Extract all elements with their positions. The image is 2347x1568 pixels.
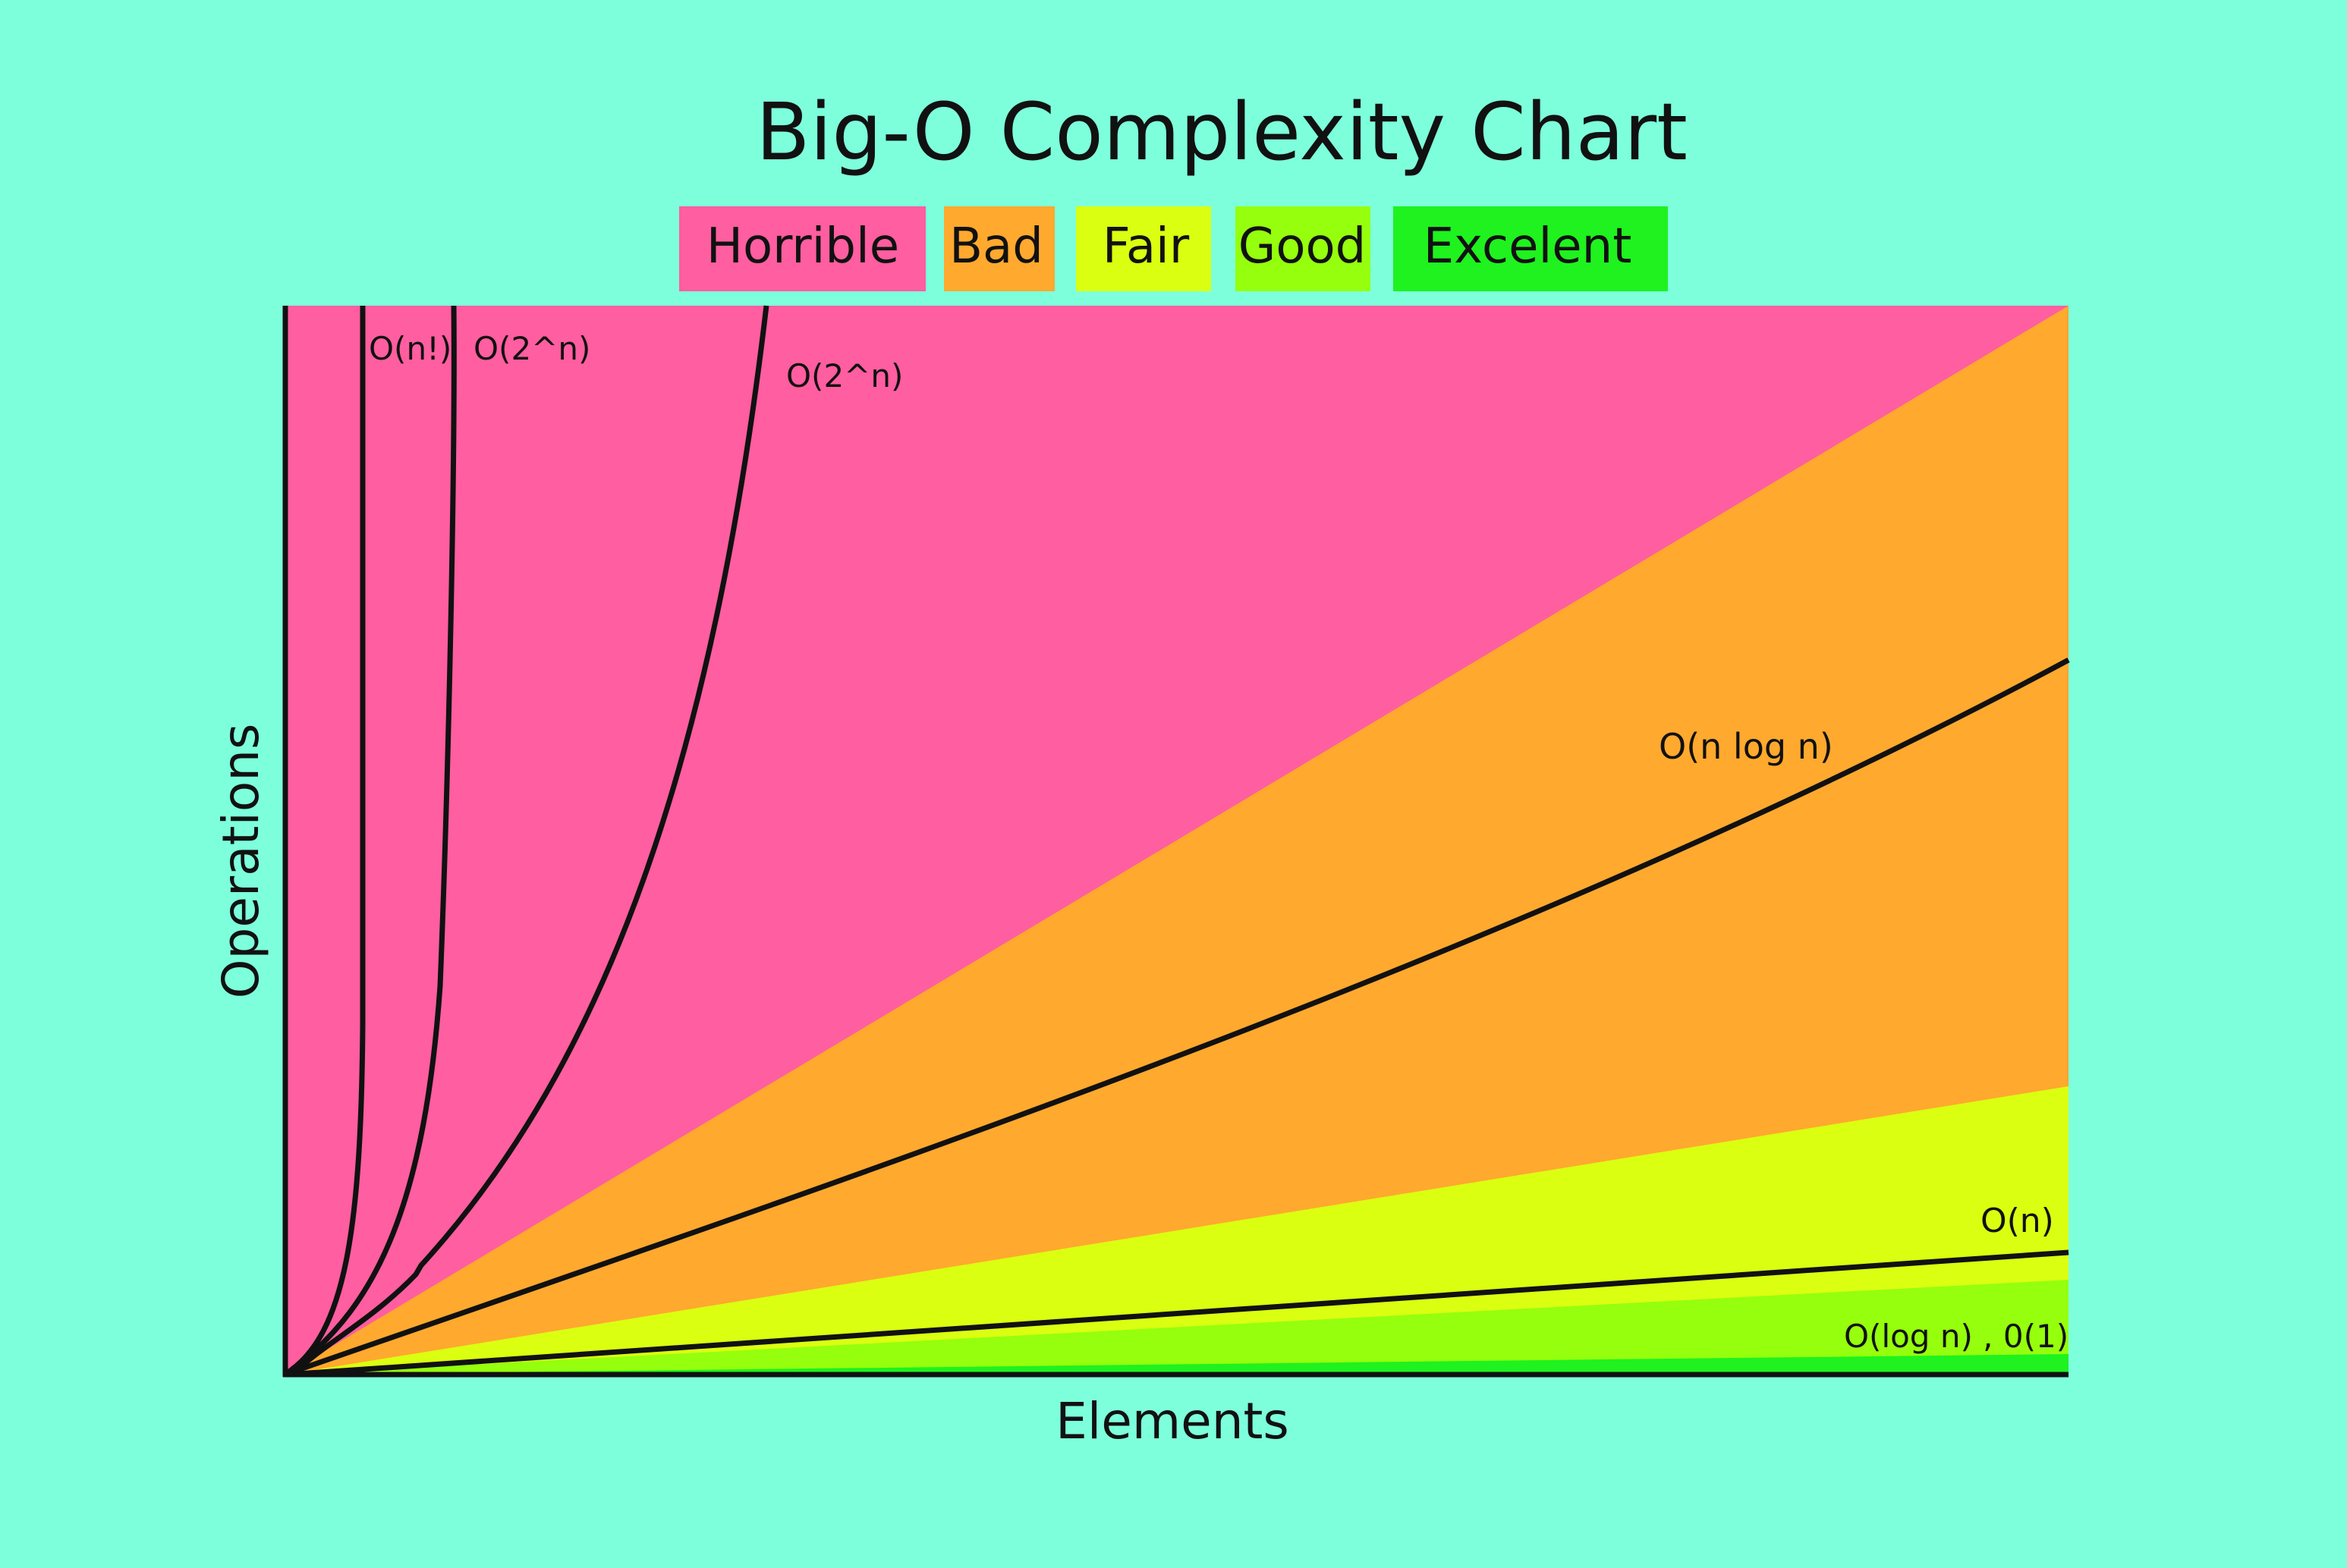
complexity-curves [285,305,2070,1378]
curve-exponential-steep [290,305,457,1372]
x-axis-label: Elements [1056,1392,1289,1450]
legend-label-horrible: Horrible [706,218,899,275]
legend-label-good: Good [1238,218,1367,275]
legend: Horrible Bad Fair Good Excelent [679,206,1668,291]
legend-label-bad: Bad [949,218,1043,275]
label-o-2-n-first: O(2^n) [473,330,590,367]
complexity-bands [285,306,2069,1375]
curve-exponential [295,305,769,1372]
legend-swatch-fair [1076,206,1211,291]
curve-linear [286,1249,2069,1378]
legend-swatch-horrible [679,206,926,291]
chart-title: Big-O Complexity Chart [756,86,1688,178]
legend-label-excelent: Excelent [1424,218,1632,275]
label-o-n-log-n: O(n log n) [1659,726,1833,767]
band-excelent [285,1354,2069,1375]
band-good [285,1280,2069,1375]
curve-n-log-n [285,657,2070,1377]
axes [282,306,2069,1378]
label-o-n-factorial: O(n!) [369,330,451,367]
legend-swatch-bad [944,206,1055,291]
legend-swatch-excelent [1393,206,1668,291]
label-o-2-n-second: O(2^n) [786,357,903,394]
label-o-log-n-o-1: O(log n) , 0(1) [1844,1318,2069,1355]
legend-swatch-good [1235,206,1370,291]
y-axis-label: Operations [212,724,270,999]
band-bad [285,306,2069,1375]
band-fair [285,1086,2069,1375]
legend-label-fair: Fair [1103,218,1190,275]
label-o-n: O(n) [1980,1202,2054,1240]
